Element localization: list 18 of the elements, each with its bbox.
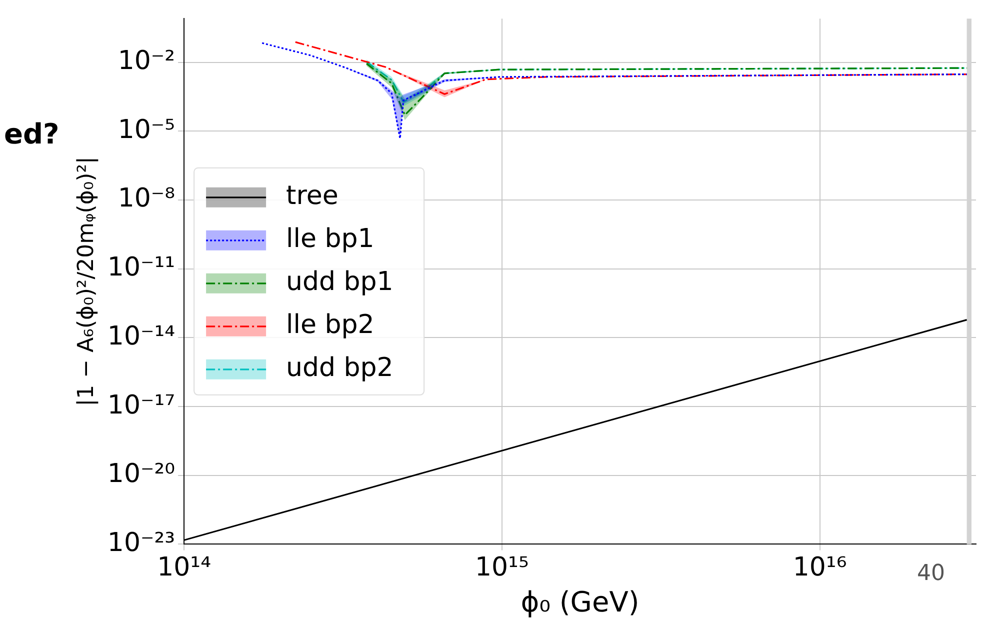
y-tick-label: 10⁻⁵ — [118, 114, 176, 145]
x-axis-title: ϕ₀ (GeV) — [520, 585, 640, 618]
legend-label: lle bp2 — [286, 310, 374, 340]
text: ed? — [4, 117, 60, 150]
text: 40 — [917, 560, 945, 586]
legend-label: udd bp2 — [286, 353, 394, 384]
y-tick-label: 10⁻⁸ — [118, 184, 176, 214]
y-tick-label: 10⁻¹⁴ — [107, 321, 176, 352]
y-tick-label: 10⁻¹¹ — [107, 252, 176, 283]
y-tick-label: 10⁻²⁰ — [107, 459, 176, 490]
y-tick-label: 10⁻¹⁷ — [107, 390, 176, 420]
legend-label: lle bp1 — [286, 224, 374, 254]
y-axis-title: |1 − A₆(ϕ₀)²/20mᵩ(ϕ₀)²| — [74, 156, 99, 406]
legend-label: udd bp1 — [286, 267, 394, 298]
x-tick-label: 10¹⁵ — [474, 552, 529, 583]
legend-label: tree — [286, 181, 338, 212]
x-tick-label: 10¹⁶ — [792, 552, 847, 583]
y-tick-label: 10⁻² — [118, 46, 176, 76]
